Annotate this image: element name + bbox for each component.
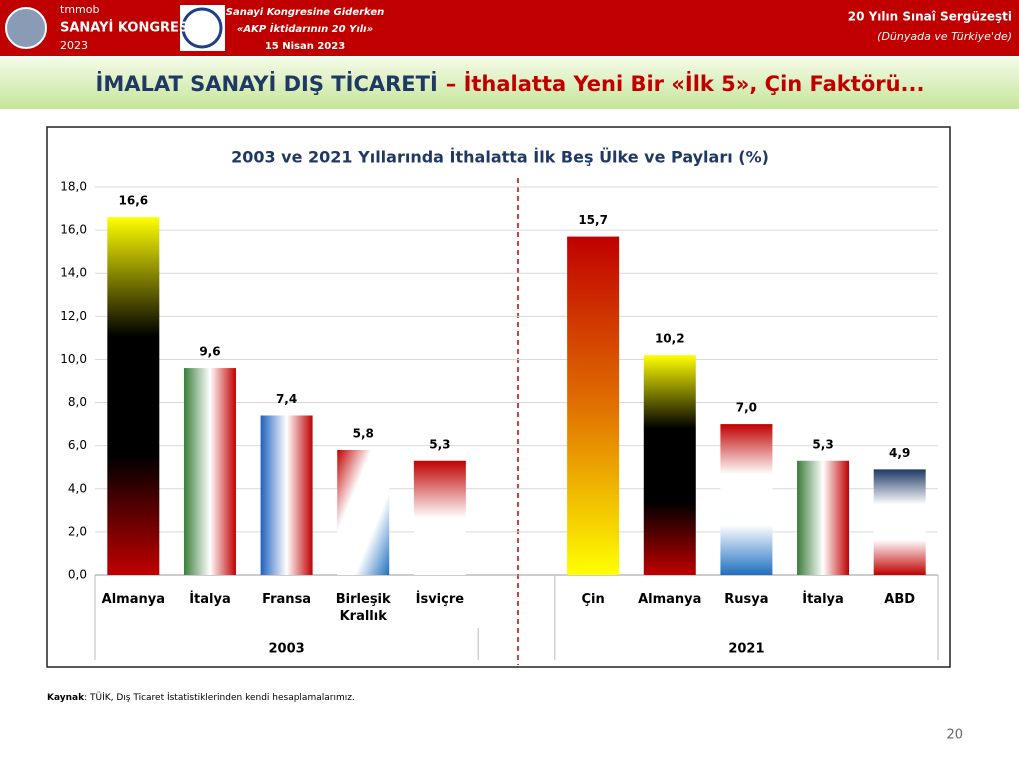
chart-frame bbox=[46, 126, 951, 668]
org: tmmob bbox=[60, 3, 99, 16]
data-label: 15,7 bbox=[578, 213, 608, 227]
logo bbox=[181, 7, 223, 49]
congress: SANAYİ KONGRESİ bbox=[60, 20, 193, 36]
bar bbox=[183, 368, 236, 575]
logo bbox=[180, 5, 225, 51]
x-tick-label: ABD bbox=[884, 592, 916, 607]
slide-title: İMALAT SANAYİ DIŞ TİCARETİ – İthalatta Ye… bbox=[96, 71, 925, 96]
data-label: 5,3 bbox=[812, 437, 833, 451]
data-label: 16,6 bbox=[119, 194, 149, 208]
header-bar bbox=[0, 0, 1019, 56]
chart-title: 2003 ve 2021 Yıllarında İthalatta İlk Be… bbox=[231, 148, 769, 167]
group-label: 2021 bbox=[728, 642, 764, 657]
bar bbox=[107, 217, 160, 575]
x-tick-label: Almanya bbox=[638, 592, 702, 607]
title-band bbox=[0, 57, 1019, 109]
source: Kaynak: TÜİK, Dış Ticaret İstatistikleri… bbox=[47, 692, 355, 703]
tagline: Sanayi Kongresine Giderken bbox=[226, 7, 384, 18]
x-tick-label: Birleşik Krallık bbox=[335, 592, 391, 624]
bar bbox=[567, 236, 620, 576]
bar bbox=[643, 355, 696, 575]
bar bbox=[260, 415, 313, 575]
y-tick-label: 2,0 bbox=[68, 524, 87, 538]
x-tick-label: İtalya bbox=[802, 592, 844, 607]
x-tick-label: Fransa bbox=[262, 592, 312, 607]
x-tick-label: Almanya bbox=[101, 592, 165, 607]
page-number: 20 bbox=[946, 728, 963, 743]
data-label: 7,4 bbox=[276, 392, 297, 406]
bar bbox=[797, 460, 850, 575]
bar bbox=[413, 460, 466, 575]
date: 15 Nisan 2023 bbox=[265, 41, 345, 52]
x-tick-label: Çin bbox=[581, 592, 605, 607]
bar bbox=[720, 424, 773, 575]
x-tick-label: Rusya bbox=[724, 592, 769, 607]
x-tick-label: İsviçre bbox=[415, 592, 465, 607]
y-tick-label: 0,0 bbox=[68, 568, 87, 582]
logo bbox=[5, 7, 47, 49]
year: 2023 bbox=[60, 39, 88, 52]
series-title: 20 Yılın Sınaî Sergüzeşti bbox=[848, 10, 1012, 24]
data-label: 10,2 bbox=[655, 332, 685, 346]
bar bbox=[873, 469, 926, 575]
data-label: 5,8 bbox=[353, 426, 374, 440]
data-label: 4,9 bbox=[889, 446, 910, 460]
x-tick-label: İtalya bbox=[189, 592, 231, 607]
y-tick-label: 6,0 bbox=[68, 438, 87, 452]
y-tick-label: 10,0 bbox=[60, 352, 87, 366]
y-tick-label: 8,0 bbox=[68, 395, 87, 409]
y-tick-label: 16,0 bbox=[60, 223, 87, 237]
y-tick-label: 14,0 bbox=[60, 266, 87, 280]
series-subtitle: (Dünyada ve Türkiye'de) bbox=[877, 30, 1012, 43]
data-label: 7,0 bbox=[736, 401, 757, 415]
data-label: 9,6 bbox=[199, 345, 220, 359]
bar bbox=[337, 449, 390, 575]
tagline: «AKP İktidarının 20 Yılı» bbox=[237, 21, 373, 35]
data-label: 5,3 bbox=[429, 437, 450, 451]
y-tick-label: 18,0 bbox=[60, 180, 87, 194]
y-tick-label: 12,0 bbox=[60, 309, 87, 323]
group-label: 2003 bbox=[268, 642, 304, 657]
y-tick-label: 4,0 bbox=[68, 481, 87, 495]
